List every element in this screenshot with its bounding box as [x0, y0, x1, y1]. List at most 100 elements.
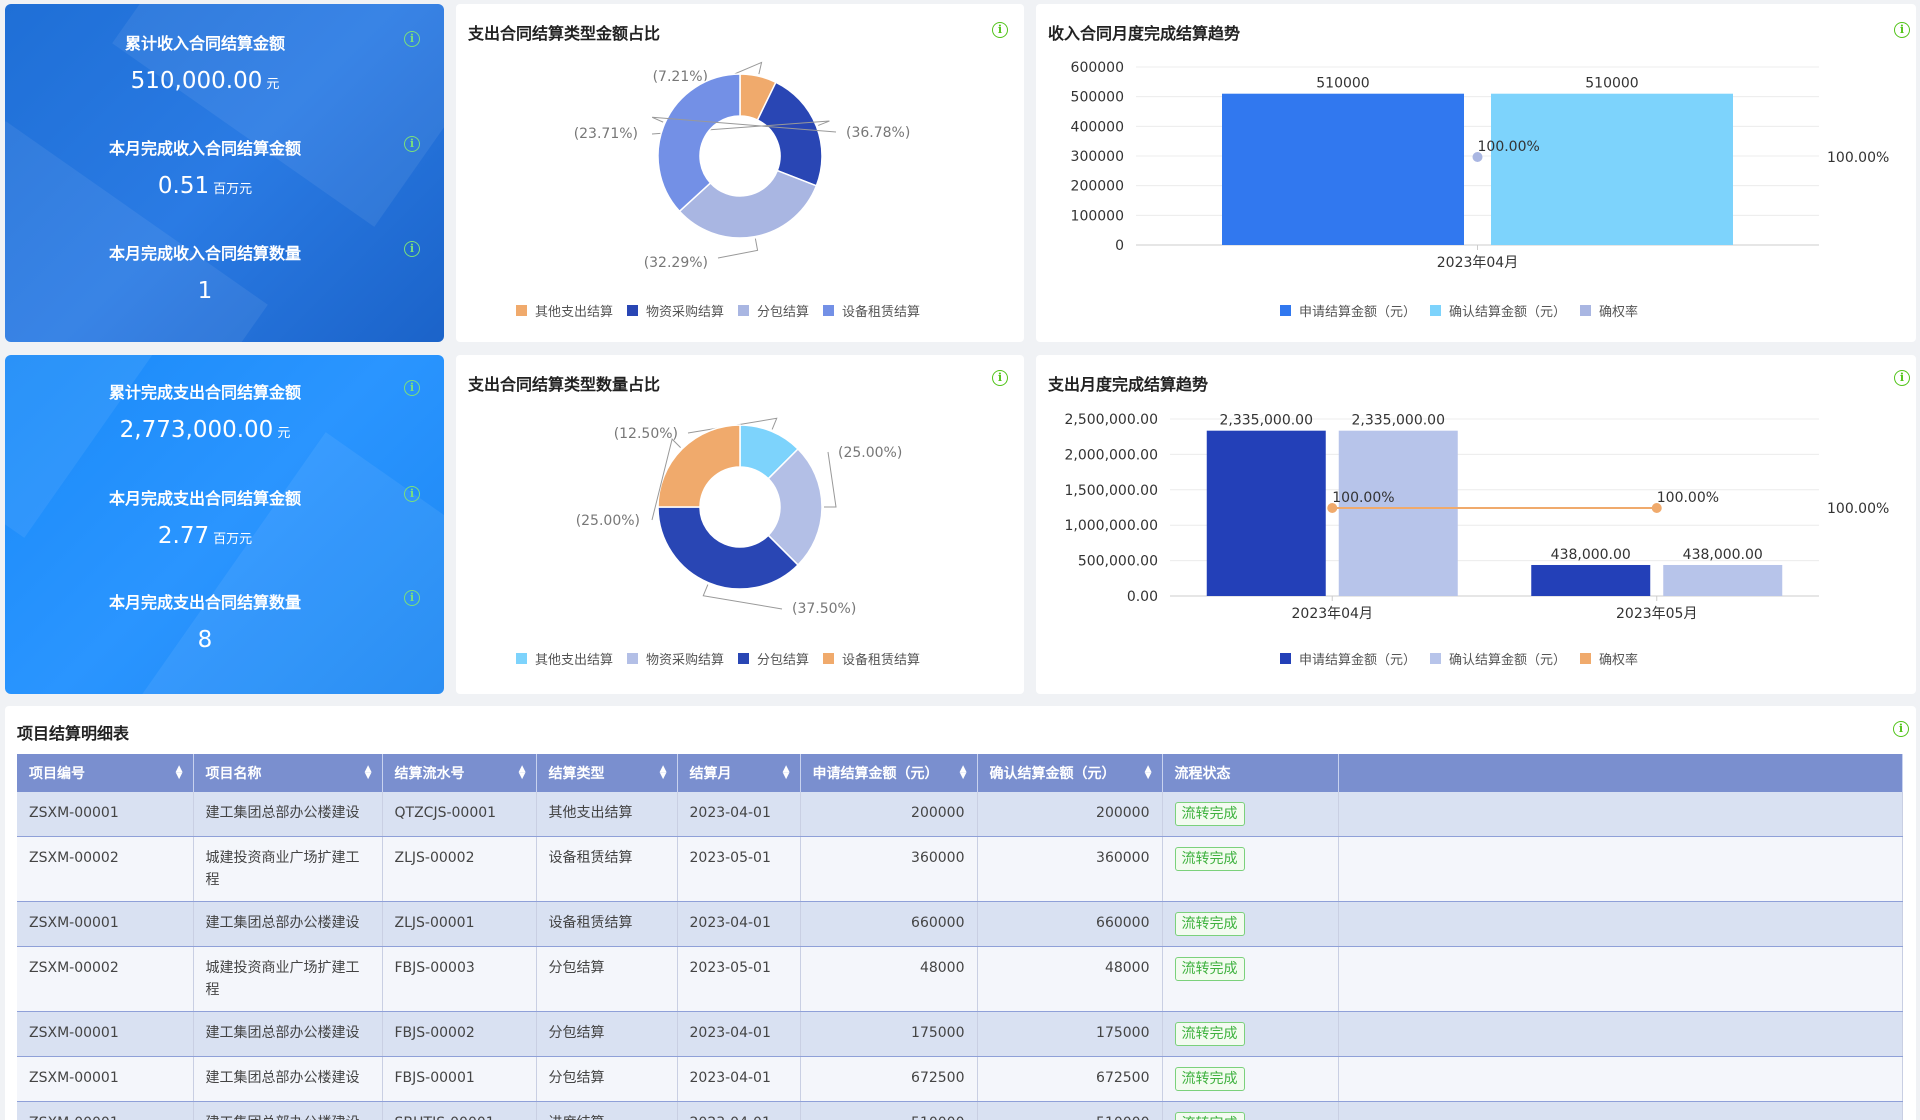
y-tick-label: 2,500,000.00 — [1064, 412, 1158, 428]
legend-swatch — [1430, 305, 1442, 316]
table-row[interactable]: ZSXM-00002 城建投资商业广场扩建工程 ZLJS-00002 设备租赁结算 20… — [17, 836, 1903, 902]
pie-slice — [657, 506, 800, 590]
table-cell: 672500 — [800, 1056, 978, 1102]
info-icon[interactable]: i — [404, 241, 420, 257]
table-cell: 2023-04-01 — [677, 1011, 801, 1057]
pie-label-line — [824, 451, 837, 508]
table-cell-filler — [1338, 946, 1903, 1012]
column-header-serial-no[interactable]: 结算流水号 ▲ ▼ — [382, 754, 537, 792]
pie-chart: (7.21%) (23.71%) (32.29%) (36.78%) — [574, 61, 910, 271]
table-cell: 200000 — [800, 792, 978, 837]
info-icon[interactable]: i — [1894, 22, 1910, 38]
table-row[interactable]: ZSXM-00001 建工集团总部办公楼建设 FBJS-00002 分包结算 2023-… — [17, 1011, 1903, 1057]
table-cell: 660000 — [800, 901, 978, 947]
stat-value: 8 — [197, 627, 213, 653]
legend-item[interactable]: 其他支出结算 — [516, 301, 613, 320]
y-tick-label: 500,000.00 — [1078, 554, 1158, 570]
panel-title: 收入合同月度完成结算趋势 — [1048, 24, 1241, 43]
column-header-project-code[interactable]: 项目编号 ▲ ▼ — [17, 754, 194, 792]
table-cell: ZSXM-00001 — [17, 1101, 194, 1120]
legend-label: 申请结算金额（元） — [1299, 305, 1417, 320]
stat-value: 510,000.00 元 — [130, 68, 280, 94]
legend-label: 分包结算 — [757, 305, 810, 320]
bar-value-label: 438,000.00 — [1551, 547, 1631, 563]
table-cell: 流转完成 — [1162, 901, 1339, 947]
legend-item[interactable]: 其他支出结算 — [516, 649, 613, 668]
legend-label: 确权率 — [1599, 653, 1639, 668]
column-header-project-name[interactable]: 项目名称 ▲ ▼ — [193, 754, 383, 792]
legend-item[interactable]: 确权率 — [1580, 649, 1638, 668]
info-icon[interactable]: i — [992, 370, 1008, 386]
sort-icon[interactable]: ▲ ▼ — [1144, 764, 1152, 781]
bar — [1206, 430, 1326, 596]
pie-slice — [657, 424, 741, 508]
stat-value: 0.51 百万元 — [157, 173, 253, 199]
info-icon[interactable]: i — [1894, 370, 1910, 386]
sort-icon[interactable]: ▲ ▼ — [959, 764, 967, 781]
legend-item[interactable]: 物资采购结算 — [627, 301, 724, 320]
table-cell-filler — [1338, 901, 1903, 947]
table-cell: 510000 — [977, 1101, 1163, 1120]
sort-icon[interactable]: ▲ ▼ — [518, 764, 526, 781]
legend-item[interactable]: 确认结算金额（元） — [1430, 649, 1566, 668]
stat-label: 累计收入合同结算金额 — [124, 34, 285, 53]
table-cell: 进度结算 — [536, 1101, 678, 1120]
y-tick-label: 1,000,000.00 — [1064, 518, 1158, 534]
legend-item[interactable]: 设备租赁结算 — [823, 301, 920, 320]
rate-label: 100.00% — [1332, 490, 1394, 506]
legend-item[interactable]: 设备租赁结算 — [823, 649, 920, 668]
column-header-type[interactable]: 结算类型 ▲ ▼ — [536, 754, 678, 792]
chart-legend: 其他支出结算 物资采购结算 分包结算 设备租赁结算 — [516, 301, 934, 320]
legend-item[interactable]: 分包结算 — [738, 301, 809, 320]
info-icon[interactable]: i — [1893, 721, 1909, 737]
info-icon[interactable]: i — [404, 136, 420, 152]
bar-value-label: 2,335,000.00 — [1351, 413, 1445, 429]
rate-point — [1327, 503, 1338, 513]
income-total-stat: 累计收入合同结算金额 510,000.00 元 — [5, 30, 405, 94]
table-row[interactable]: ZSXM-00001 建工集团总部办公楼建设 FBJS-00001 分包结算 2023-… — [17, 1056, 1903, 1102]
table-cell: 设备租赁结算 — [536, 901, 678, 947]
table-row[interactable]: ZSXM-00001 建工集团总部办公楼建设 QTZCJS-00001 其他支出结算 2… — [17, 792, 1903, 837]
info-icon[interactable]: i — [404, 590, 420, 606]
stat-value: 2,773,000.00 元 — [119, 417, 291, 443]
status-badge: 流转完成 — [1174, 1112, 1245, 1120]
pie-chart: (12.50%) (25.00%) (37.50%) (25.00%) — [576, 417, 902, 617]
table-cell: 建工集团总部办公楼建设 — [193, 1056, 383, 1102]
table-cell: 流转完成 — [1162, 1101, 1339, 1120]
legend-item[interactable]: 申请结算金额（元） — [1280, 649, 1416, 668]
table-cell: 2023-04-01 — [677, 901, 801, 947]
stat-label: 累计完成支出合同结算金额 — [108, 383, 301, 402]
table-row[interactable]: ZSXM-00001建工集团总部办公楼建设SBHTJS-00001进度结算202… — [17, 1101, 1903, 1120]
info-icon[interactable]: i — [992, 22, 1008, 38]
legend-item[interactable]: 分包结算 — [738, 649, 809, 668]
bar — [1663, 564, 1783, 596]
legend-label: 分包结算 — [757, 653, 810, 668]
legend-item[interactable]: 确认结算金额（元） — [1430, 301, 1566, 320]
legend-swatch — [1280, 653, 1291, 664]
info-icon[interactable]: i — [404, 486, 420, 502]
sort-icon[interactable]: ▲ ▼ — [659, 764, 667, 781]
info-icon[interactable]: i — [404, 380, 420, 396]
table-cell: ZSXM-00001 — [17, 792, 194, 837]
legend-item[interactable]: 物资采购结算 — [627, 649, 724, 668]
column-header-month[interactable]: 结算月 ▲ ▼ — [677, 754, 801, 792]
sort-icon[interactable]: ▲ ▼ — [364, 764, 372, 781]
column-header-confirmed-amount[interactable]: 确认结算金额（元） ▲ ▼ — [977, 754, 1163, 792]
bar-value-label: 2,335,000.00 — [1219, 413, 1313, 429]
sort-icon[interactable]: ▲ ▼ — [175, 764, 183, 781]
pie-label-line — [702, 584, 783, 610]
panel-title: 支出合同结算类型数量占比 — [468, 375, 661, 394]
pie-slice-label: (25.00%) — [576, 513, 640, 529]
table-cell: 流转完成 — [1162, 946, 1339, 1012]
table-row[interactable]: ZSXM-00001 建工集团总部办公楼建设 ZLJS-00001 设备租赁结算 202… — [17, 901, 1903, 947]
table-row[interactable]: ZSXM-00002 城建投资商业广场扩建工程 FBJS-00003 分包结算 2023… — [17, 946, 1903, 1012]
table-cell: 2023-05-01 — [677, 836, 801, 902]
table-cell: QTZCJS-00001 — [382, 792, 537, 837]
sort-icon[interactable]: ▲ ▼ — [782, 764, 790, 781]
info-icon[interactable]: i — [404, 31, 420, 47]
legend-item[interactable]: 申请结算金额（元） — [1280, 301, 1416, 320]
column-header-applied-amount[interactable]: 申请结算金额（元） ▲ ▼ — [800, 754, 978, 792]
legend-item[interactable]: 确权率 — [1580, 301, 1638, 320]
table-cell: 分包结算 — [536, 946, 678, 1012]
legend-label: 设备租赁结算 — [842, 305, 921, 320]
